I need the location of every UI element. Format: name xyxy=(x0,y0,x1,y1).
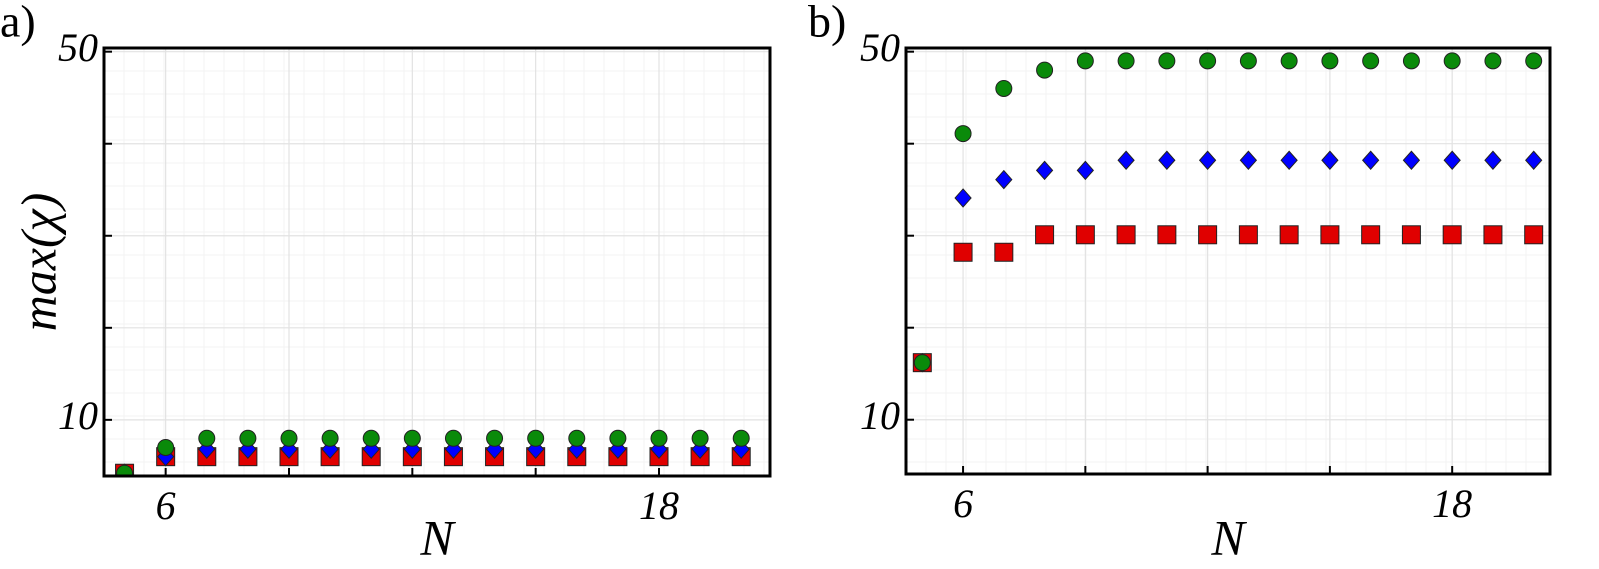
marker xyxy=(198,429,216,447)
marker xyxy=(954,125,972,143)
marker xyxy=(994,242,1014,262)
marker xyxy=(1280,52,1298,70)
marker xyxy=(1402,52,1420,70)
y-tick-label: 50 xyxy=(58,25,98,70)
marker xyxy=(1483,225,1503,245)
marker xyxy=(1076,52,1094,70)
marker xyxy=(913,354,931,372)
marker xyxy=(1484,52,1502,70)
marker xyxy=(995,79,1013,97)
marker xyxy=(1443,150,1461,171)
marker xyxy=(403,429,421,447)
marker xyxy=(1239,150,1258,171)
marker xyxy=(1239,52,1257,70)
panel: 6 18 10 50 b) N xyxy=(808,0,1552,565)
marker xyxy=(650,429,668,447)
marker xyxy=(116,464,134,476)
marker xyxy=(1280,150,1298,171)
marker xyxy=(691,429,709,447)
marker xyxy=(1524,225,1544,245)
panel-label: a) xyxy=(0,0,36,47)
marker xyxy=(321,429,339,447)
marker xyxy=(954,188,972,208)
marker xyxy=(1116,225,1136,245)
x-axis-label: N xyxy=(419,509,456,565)
y-tick-label: 50 xyxy=(860,25,900,70)
marker xyxy=(568,429,586,447)
x-tick-label: 18 xyxy=(639,483,679,528)
marker xyxy=(1442,225,1462,245)
marker xyxy=(1484,150,1502,171)
marker xyxy=(1075,225,1095,245)
marker xyxy=(1035,225,1055,245)
marker xyxy=(1036,61,1054,79)
marker xyxy=(1401,225,1421,245)
marker xyxy=(486,429,504,447)
marker xyxy=(1035,160,1054,181)
marker xyxy=(1279,225,1299,245)
marker xyxy=(527,429,545,447)
markers xyxy=(912,52,1544,373)
marker xyxy=(1158,52,1176,70)
marker xyxy=(1361,150,1380,171)
marker xyxy=(1076,160,1095,181)
marker xyxy=(1158,150,1176,171)
marker xyxy=(1117,52,1135,70)
marker xyxy=(953,242,973,262)
marker xyxy=(609,429,627,447)
marker xyxy=(1443,52,1461,70)
marker xyxy=(362,429,380,447)
marker xyxy=(1321,150,1339,171)
panel-label: b) xyxy=(808,0,846,47)
marker xyxy=(1117,150,1135,171)
x-tick-label: 6 xyxy=(953,481,973,526)
marker xyxy=(1198,150,1217,171)
marker xyxy=(1402,150,1421,171)
marker xyxy=(1525,150,1543,171)
marker xyxy=(1361,225,1381,245)
marker xyxy=(995,169,1013,190)
marker xyxy=(157,438,175,456)
x-tick-label: 18 xyxy=(1432,481,1472,526)
y-tick-label: 10 xyxy=(58,393,98,438)
marker xyxy=(1362,52,1380,70)
marker xyxy=(1198,225,1218,245)
plot-frame xyxy=(102,46,772,478)
plot-frame xyxy=(904,46,1552,476)
x-tick-label: 6 xyxy=(156,483,176,528)
marker xyxy=(280,429,298,447)
marker xyxy=(732,429,750,447)
marker xyxy=(1321,52,1339,70)
marker xyxy=(1157,225,1177,245)
markers xyxy=(115,429,751,476)
marker xyxy=(1199,52,1217,70)
y-tick-label: 10 xyxy=(860,393,900,438)
y-axis-label: max(χ) xyxy=(10,193,66,332)
marker xyxy=(1238,225,1258,245)
marker xyxy=(1320,225,1340,245)
marker xyxy=(239,429,257,447)
x-axis-label: N xyxy=(1210,509,1247,565)
marker xyxy=(444,429,462,447)
marker xyxy=(1525,52,1543,70)
